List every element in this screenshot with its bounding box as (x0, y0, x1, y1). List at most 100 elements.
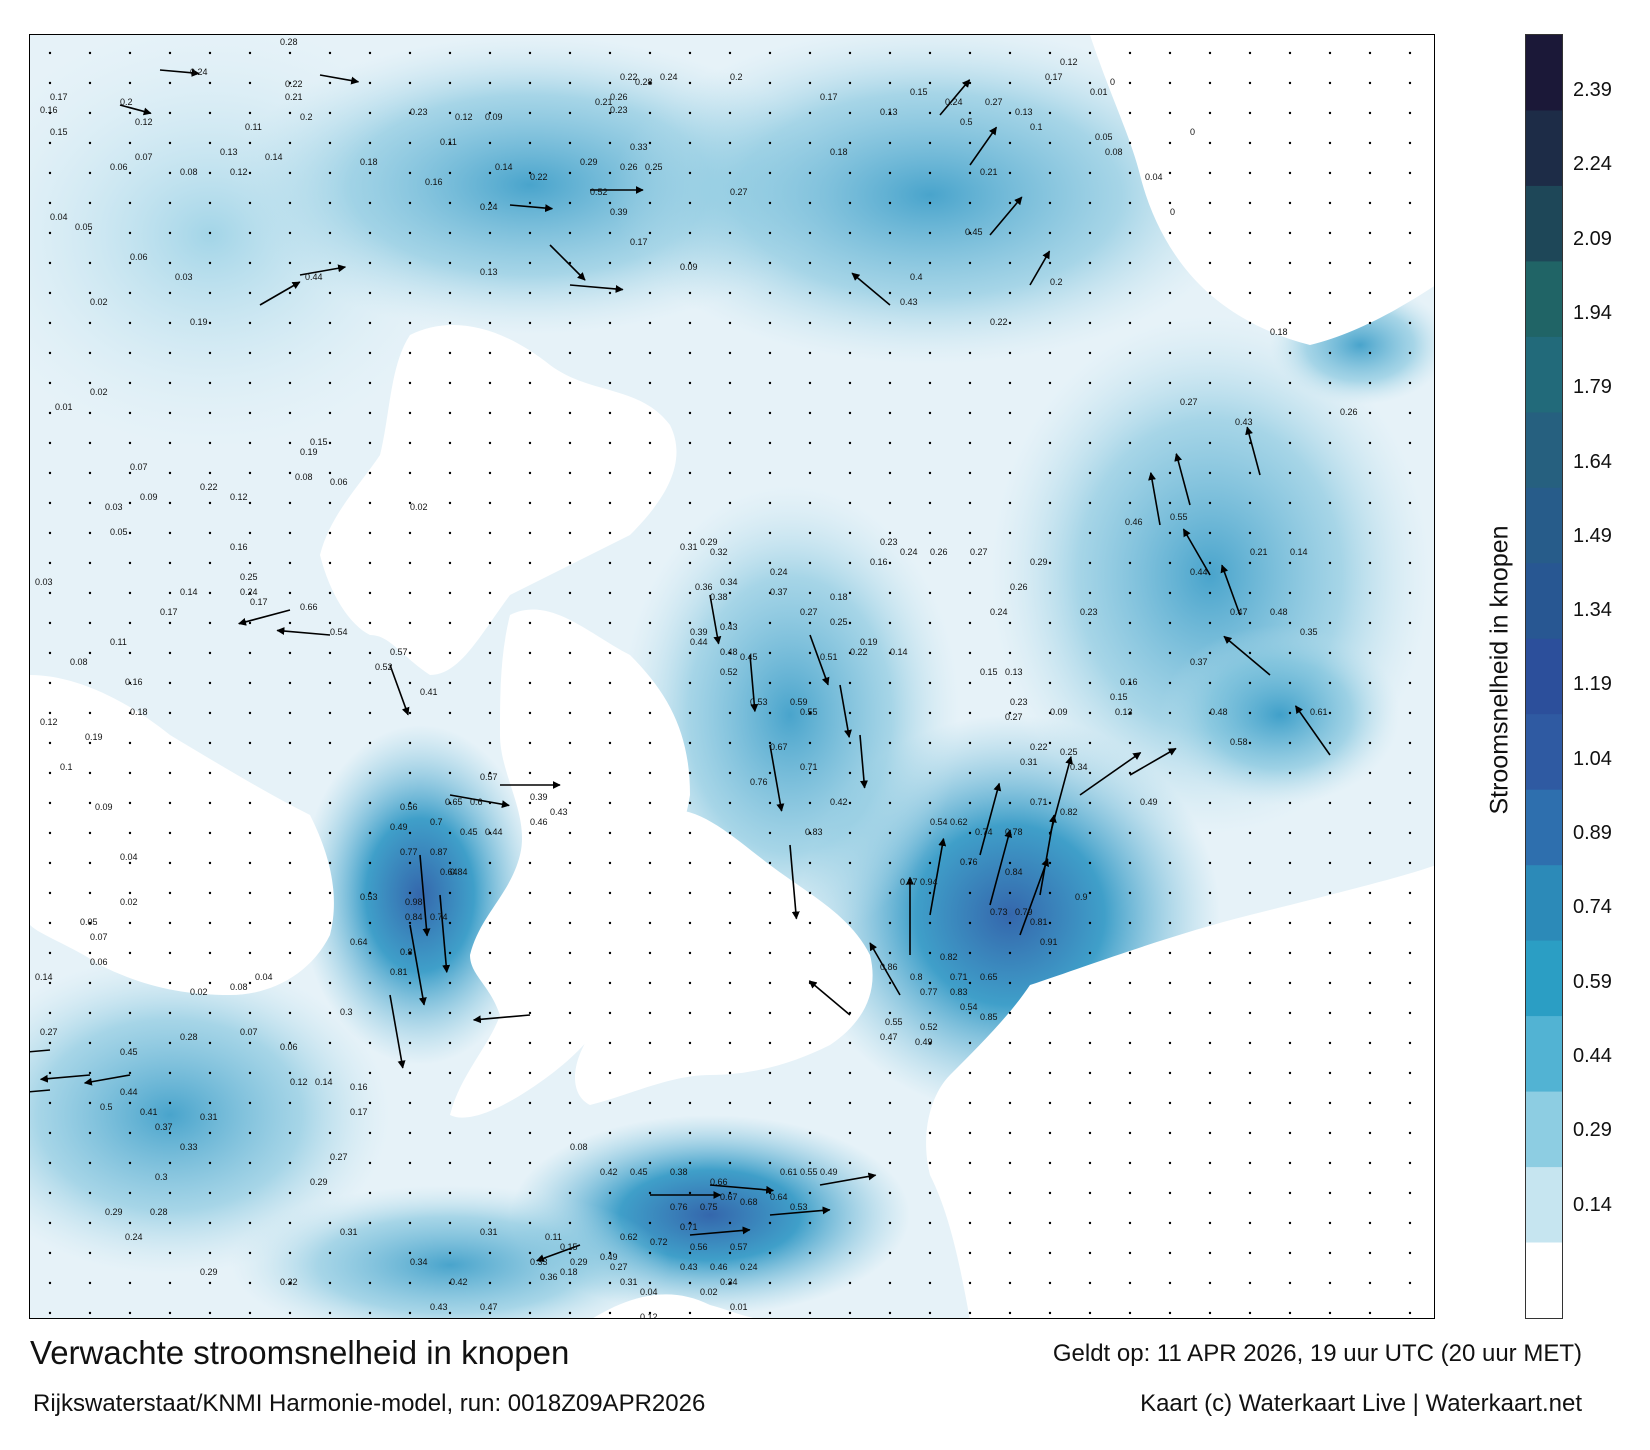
grid-dot (48, 831, 52, 835)
speed-label: 0.36 (540, 1272, 558, 1282)
grid-dot (688, 741, 692, 745)
grid-dot (448, 981, 452, 985)
speed-label: 0.55 (800, 1167, 818, 1177)
grid-dot (848, 171, 852, 175)
grid-dot (1288, 831, 1292, 835)
grid-dot (1408, 741, 1412, 745)
grid-dot (888, 771, 892, 775)
grid-dot (1048, 51, 1052, 55)
grid-dot (568, 801, 572, 805)
grid-dot (288, 831, 292, 835)
grid-dot (928, 111, 932, 115)
grid-dot (368, 1281, 372, 1285)
grid-dot (1048, 1101, 1052, 1105)
grid-dot (1168, 411, 1172, 415)
grid-dot (368, 801, 372, 805)
grid-dot (168, 1251, 172, 1255)
grid-dot (1008, 1161, 1012, 1165)
grid-dot (48, 1071, 52, 1075)
speed-label: 0.72 (650, 1237, 668, 1247)
grid-dot (1008, 861, 1012, 865)
valid-time: Geldt op: 11 APR 2026, 19 uur UTC (20 uu… (1052, 1340, 1582, 1367)
grid-dot (648, 381, 652, 385)
grid-dot (1048, 651, 1052, 655)
grid-dot (208, 531, 212, 535)
grid-dot (568, 201, 572, 205)
grid-dot (208, 1281, 212, 1285)
grid-dot (88, 801, 92, 805)
grid-dot (1088, 141, 1092, 145)
grid-dot (968, 1221, 972, 1225)
grid-dot (288, 411, 292, 415)
grid-dot (1048, 291, 1052, 295)
grid-dot (288, 1011, 292, 1015)
grid-dot (1008, 201, 1012, 205)
map-panel[interactable]: 0.24 0.2 0.12 0.23 0.11 0.18 0.16 0.24 0.52 0.39 0… (29, 34, 1435, 1319)
grid-dot (968, 1101, 972, 1105)
speed-label: 0.55 (1170, 512, 1188, 522)
speed-label: 0.5 (960, 117, 973, 127)
grid-dot (568, 321, 572, 325)
speed-label: 0.84 (450, 867, 468, 877)
speed-label: 0.08 (1105, 147, 1123, 157)
grid-dot (168, 261, 172, 265)
grid-dot (728, 621, 732, 625)
grid-dot (48, 921, 52, 925)
grid-dot (1408, 1191, 1412, 1195)
grid-dot (168, 201, 172, 205)
grid-dot (1288, 861, 1292, 865)
grid-dot (1208, 711, 1212, 715)
speed-label: 0.4 (910, 272, 923, 282)
grid-dot (728, 201, 732, 205)
grid-dot (368, 1011, 372, 1015)
grid-dot (1088, 1041, 1092, 1045)
grid-dot (328, 1281, 332, 1285)
grid-dot (168, 111, 172, 115)
grid-dot (768, 651, 772, 655)
speed-label: 0.58 (1230, 737, 1248, 747)
grid-dot (1008, 291, 1012, 295)
grid-dot (888, 351, 892, 355)
grid-dot (248, 741, 252, 745)
grid-dot (768, 1041, 772, 1045)
grid-dot (88, 531, 92, 535)
grid-dot (1048, 81, 1052, 85)
grid-dot (1408, 621, 1412, 625)
grid-dot (1408, 351, 1412, 355)
current-speed-map[interactable]: 0.240.20.120.230.110.180.160.240.520.390… (30, 35, 1435, 1319)
grid-dot (1128, 471, 1132, 475)
grid-dot (1328, 711, 1332, 715)
grid-dot (848, 921, 852, 925)
grid-dot (608, 591, 612, 595)
colorbar-tick-label: 2.09 (1573, 227, 1612, 250)
speed-label: 0.2 (730, 72, 743, 82)
grid-dot (168, 771, 172, 775)
grid-dot (1408, 111, 1412, 115)
speed-label: 0.86 (880, 962, 898, 972)
grid-dot (608, 531, 612, 535)
grid-dot (848, 291, 852, 295)
grid-dot (1288, 471, 1292, 475)
current-arrow (419, 854, 431, 937)
grid-dot (768, 51, 772, 55)
grid-dot (48, 981, 52, 985)
grid-dot (1288, 1161, 1292, 1165)
grid-dot (848, 1101, 852, 1105)
speed-label: 0.19 (860, 637, 878, 647)
current-arrow (989, 829, 1013, 906)
speed-label: 0.54 (960, 1002, 978, 1012)
grid-dot (448, 771, 452, 775)
speed-label: 0.25 (240, 572, 258, 582)
grid-dot (968, 1071, 972, 1075)
grid-dot (1368, 531, 1372, 535)
current-arrow (769, 744, 785, 812)
grid-dot (768, 81, 772, 85)
speed-label: 0.34 (410, 1257, 428, 1267)
speed-label: 0.17 (50, 92, 68, 102)
grid-dot (1288, 1221, 1292, 1225)
grid-dot (528, 861, 532, 865)
speed-label: 0.27 (800, 607, 818, 617)
colorbar-gradient (1526, 35, 1562, 1318)
grid-dot (488, 681, 492, 685)
grid-dot (248, 681, 252, 685)
